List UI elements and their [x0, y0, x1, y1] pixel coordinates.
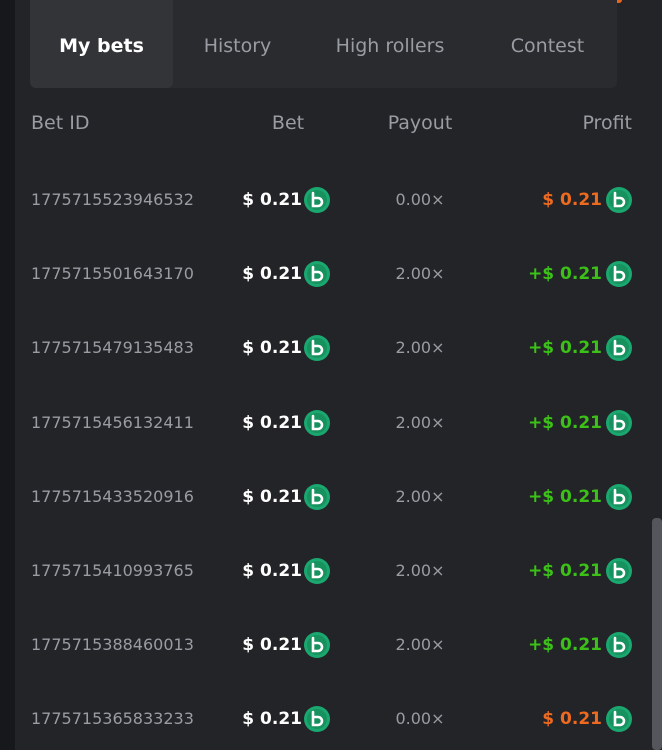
payout: 2.00×: [395, 412, 445, 432]
profit: $ 0.21: [542, 709, 602, 730]
bet-amount: $ 0.21: [242, 264, 302, 285]
coin-icon: [606, 483, 632, 510]
coin-icon: [304, 632, 330, 659]
bet-amount: $ 0.21: [242, 561, 302, 581]
payout: 2.00×: [395, 264, 445, 284]
tab[interactable]: Contest: [510, 35, 585, 57]
bet-id: 1775715479135483: [31, 338, 194, 358]
side-strip: [0, 0, 15, 750]
tab[interactable]: High rollers: [335, 35, 445, 57]
profit: +$ 0.21: [528, 635, 602, 656]
bet-id: 1775715410993765: [31, 561, 194, 580]
bet-id: 1775715523946532: [31, 190, 194, 209]
payout: 2.00×: [395, 486, 445, 506]
bet-id: 1775715365833233: [31, 709, 194, 729]
coin-icon: [606, 558, 632, 584]
bet-id: 1775715501643170: [31, 264, 194, 284]
bet-id: 1775715433520916: [31, 486, 194, 506]
bet-amount: $ 0.21: [242, 190, 302, 210]
bet-amount: $ 0.21: [242, 486, 302, 507]
profit: +$ 0.21: [528, 486, 602, 507]
payout: 0.00×: [395, 190, 445, 209]
payout: 2.00×: [395, 635, 445, 655]
profit: +$ 0.21: [528, 561, 602, 581]
profit: +$ 0.21: [528, 412, 602, 433]
column-header: Bet: [271, 112, 305, 134]
bet-amount: $ 0.21: [242, 338, 302, 359]
coin-icon: [304, 261, 330, 288]
profit: $ 0.21: [542, 190, 602, 210]
coin-icon: [304, 409, 330, 436]
profit: +$ 0.21: [528, 264, 602, 285]
coin-icon: [304, 706, 330, 733]
column-header: Payout: [387, 112, 453, 134]
payout: 2.00×: [395, 338, 445, 358]
tab-bar: My bets History High rollers Contest: [30, 0, 617, 88]
coin-icon: [304, 187, 330, 213]
coin-icon: [304, 558, 330, 584]
bet-id: 1775715456132411: [31, 412, 194, 432]
coin-icon: [304, 483, 330, 510]
bet-id: 1775715388460013: [31, 635, 194, 655]
coin-icon: [606, 632, 632, 659]
tab[interactable]: History: [203, 35, 272, 57]
coin-icon: [606, 187, 632, 213]
tab[interactable]: My bets: [30, 0, 173, 88]
column-header: Bet ID: [31, 112, 90, 134]
coin-icon: [606, 335, 632, 362]
bet-amount: $ 0.21: [242, 412, 302, 433]
coin-icon: [304, 335, 330, 362]
scrollbar[interactable]: [652, 518, 662, 750]
bet-amount: $ 0.21: [242, 635, 302, 656]
coin-icon: [606, 706, 632, 733]
profit: +$ 0.21: [528, 338, 602, 359]
column-header: Profit: [582, 112, 632, 134]
bet-amount: $ 0.21: [242, 709, 302, 730]
coin-icon: [606, 409, 632, 436]
coin-icon: [606, 261, 632, 288]
payout: 0.00×: [395, 709, 445, 729]
payout: 2.00×: [395, 561, 445, 580]
